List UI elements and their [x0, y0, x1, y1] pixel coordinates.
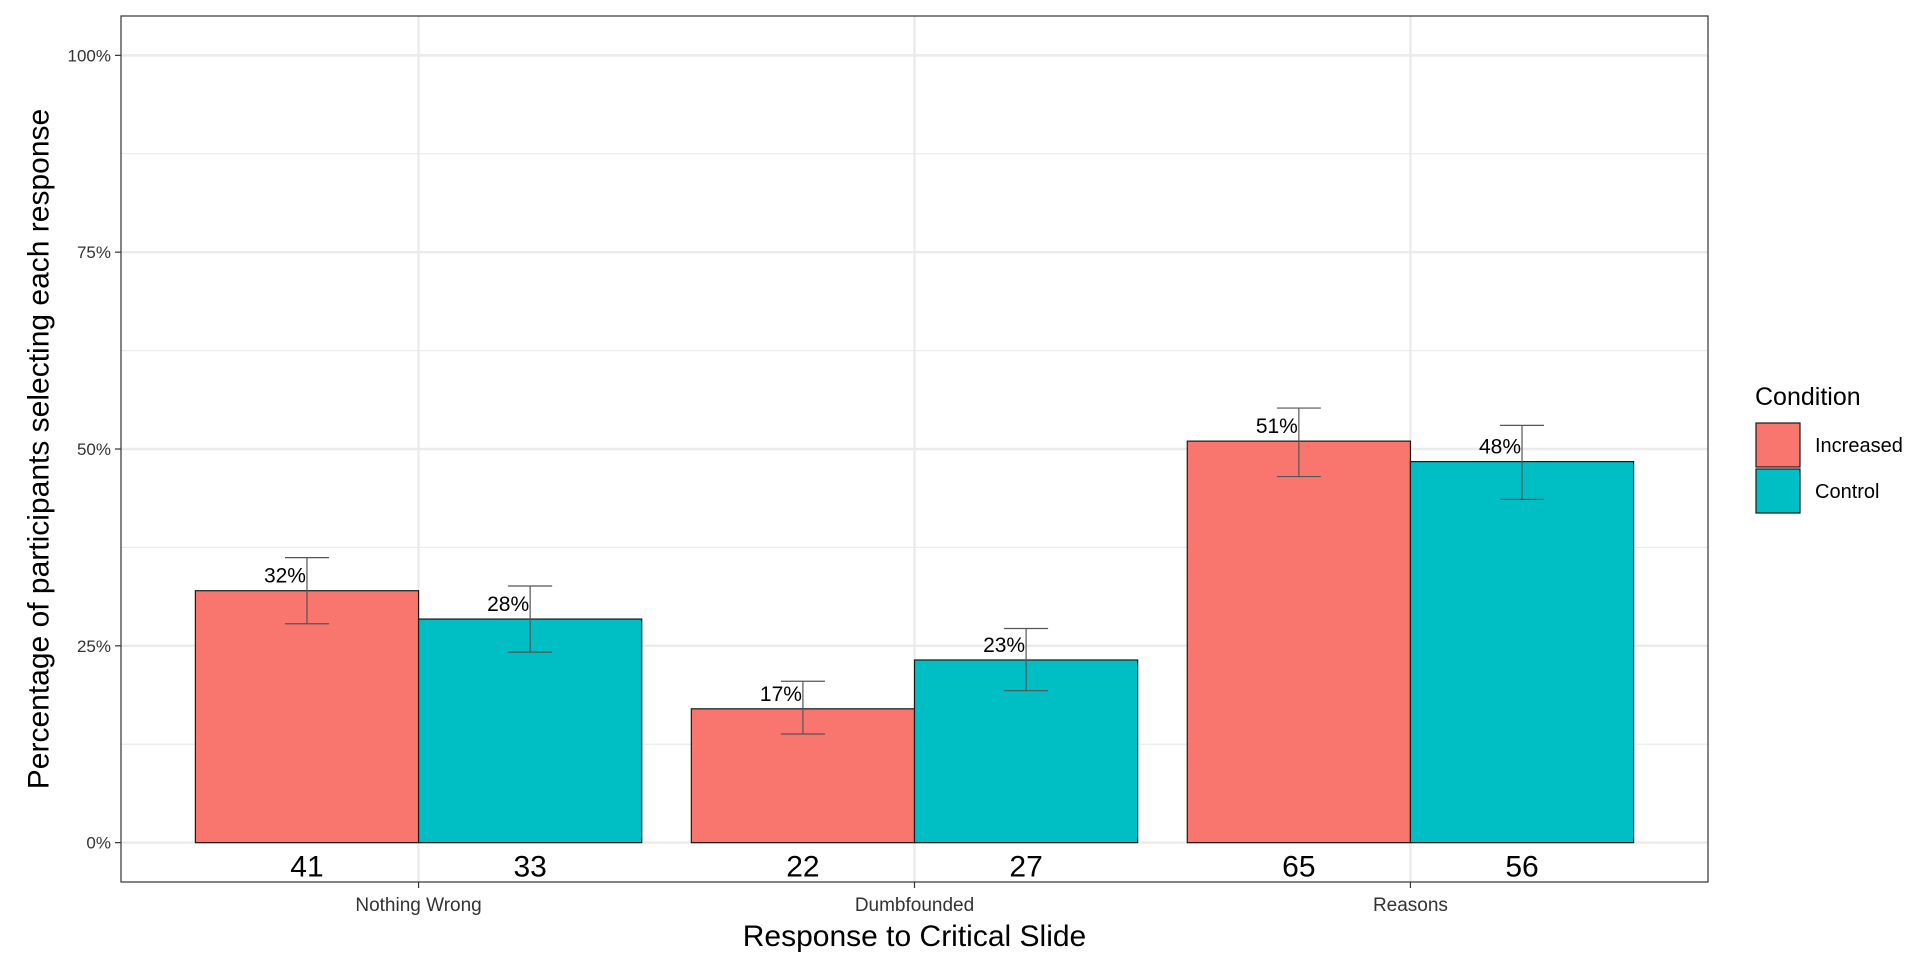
- y-axis-title: Percentage of participants selecting eac…: [23, 109, 56, 789]
- count-label: 65: [1282, 851, 1315, 884]
- data-label: 17%: [760, 683, 802, 706]
- error-bars: [284, 407, 1545, 735]
- data-label: 28%: [487, 593, 529, 616]
- legend-key-control: [1755, 468, 1801, 514]
- legend-label: Increased: [1815, 435, 1903, 457]
- x-tick-label: Reasons: [1373, 895, 1448, 916]
- data-label: 51%: [1256, 415, 1298, 438]
- x-axis-title: Response to Critical Slide: [743, 920, 1087, 953]
- bar-increased: [194, 590, 420, 844]
- bar-increased: [1186, 440, 1412, 844]
- count-label: 27: [1009, 851, 1042, 884]
- data-label: 23%: [983, 634, 1025, 657]
- x-axis: Nothing Wrong Dumbfounded Reasons: [355, 882, 1448, 916]
- count-label: 33: [513, 851, 546, 884]
- legend-title: Condition: [1755, 383, 1861, 411]
- x-tick-label: Dumbfounded: [855, 895, 974, 916]
- count-label: 56: [1505, 851, 1538, 884]
- data-label: 48%: [1479, 436, 1521, 459]
- y-tick-label: 25%: [77, 637, 111, 656]
- x-tick-label: Nothing Wrong: [355, 895, 481, 916]
- y-axis: 0% 25% 50% 75% 100%: [68, 46, 121, 853]
- bar-labels: 32% 41 17% 22 51% 65 28% 33 23% 27 48% 56: [264, 415, 1539, 884]
- data-label: 32%: [264, 565, 306, 588]
- y-tick-label: 75%: [77, 243, 111, 262]
- y-tick-label: 0%: [86, 834, 111, 853]
- bar-control: [1409, 460, 1635, 844]
- y-tick-label: 50%: [77, 440, 111, 459]
- legend: Condition Increased Control: [1755, 383, 1903, 514]
- count-label: 22: [786, 851, 819, 884]
- legend-label: Control: [1815, 481, 1879, 503]
- y-tick-label: 100%: [68, 46, 111, 65]
- count-label: 41: [290, 851, 323, 884]
- legend-key-increased: [1755, 422, 1801, 468]
